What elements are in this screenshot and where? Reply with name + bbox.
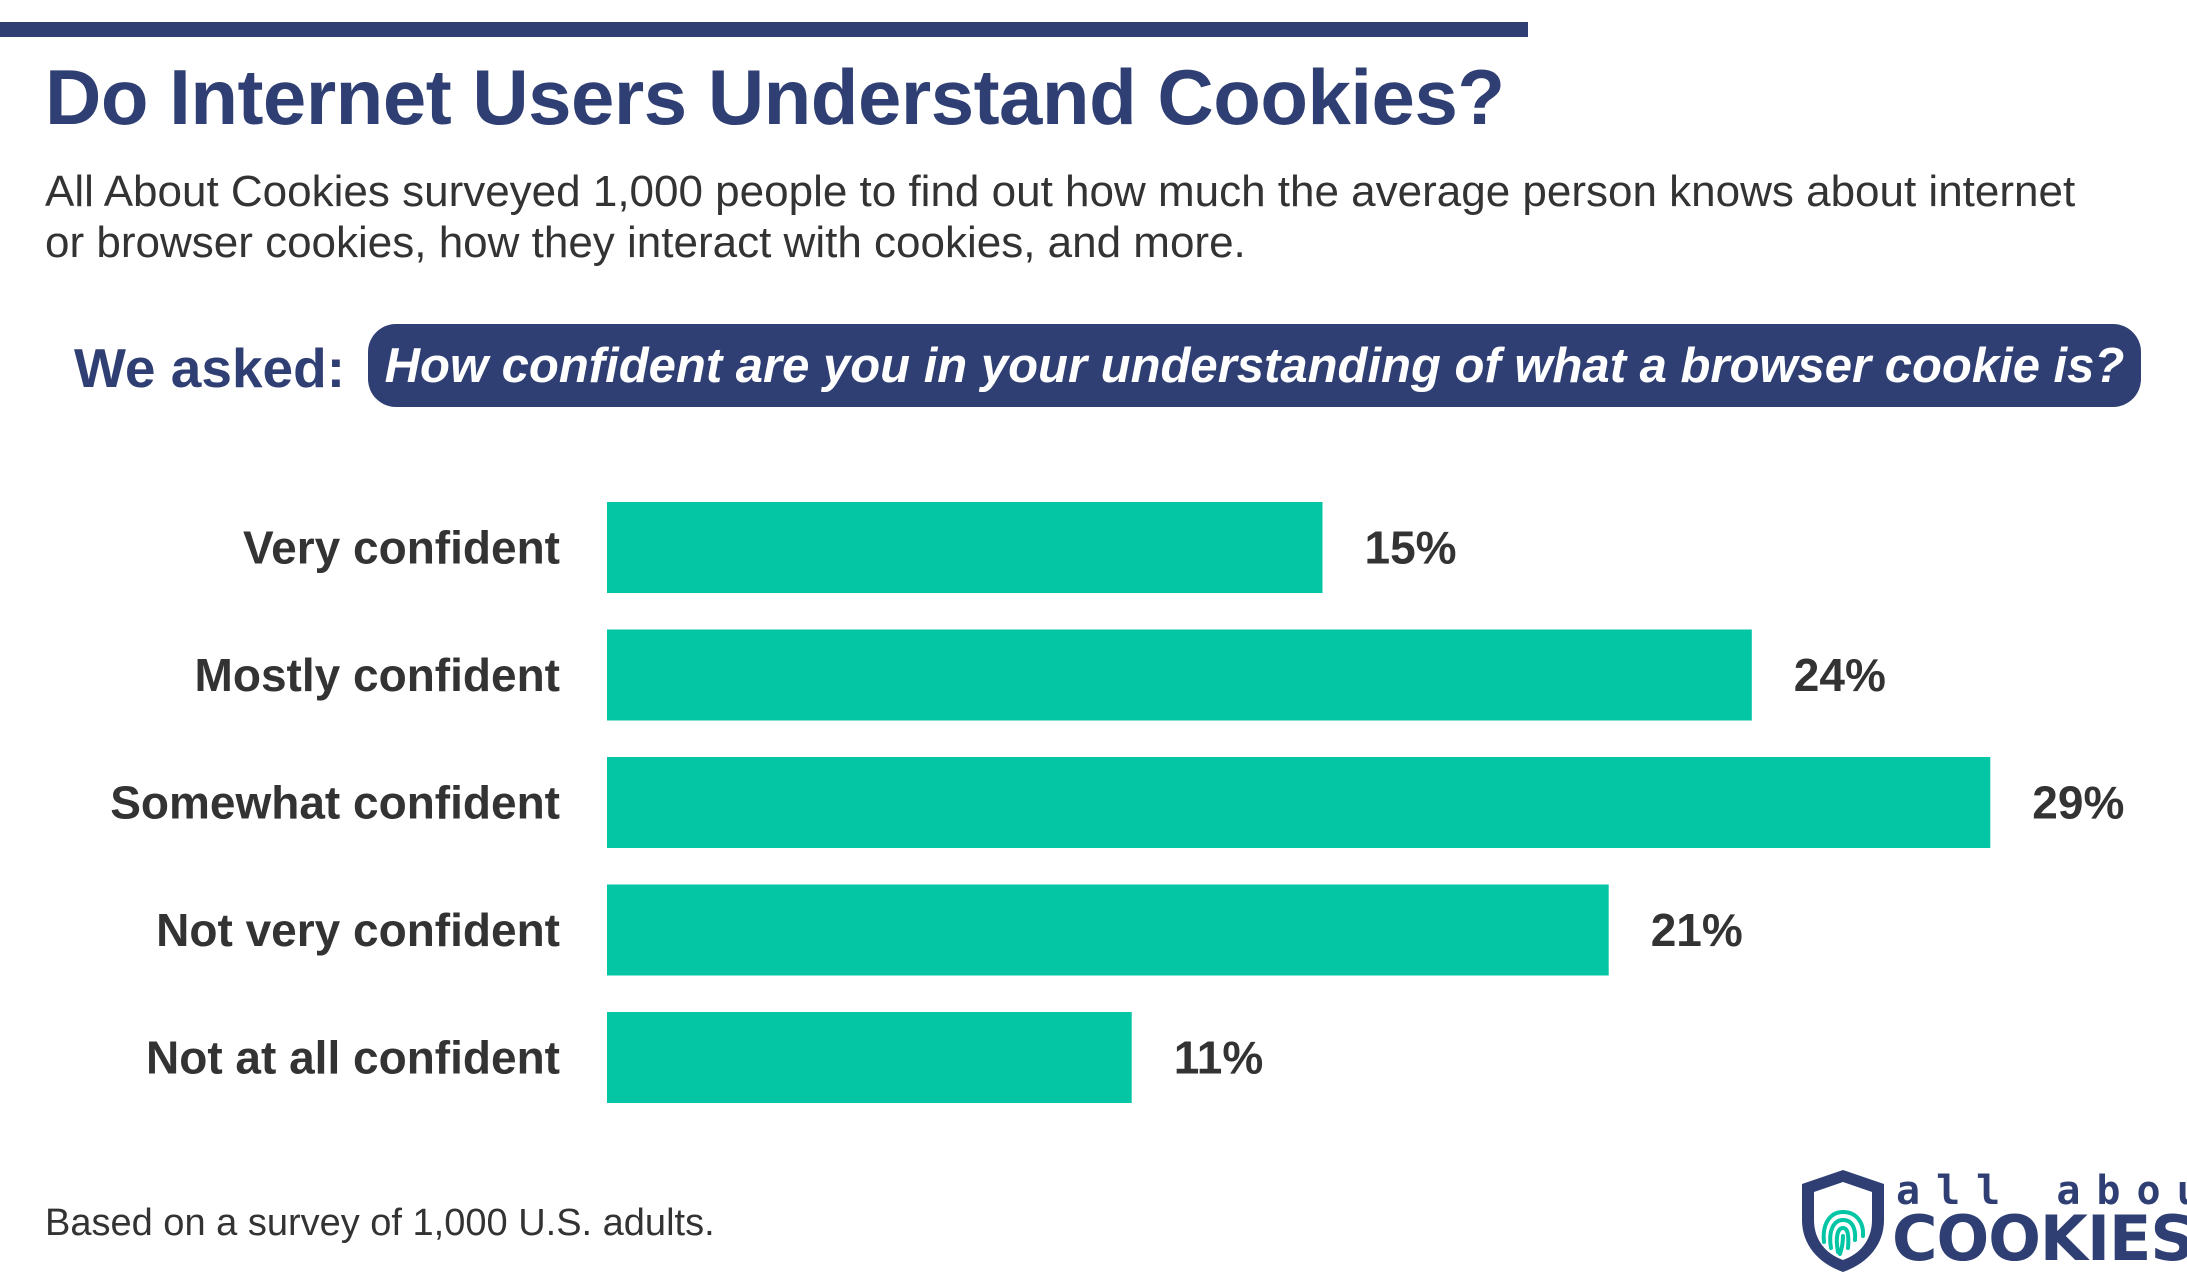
value-label: 29%	[2032, 777, 2124, 829]
bar-chart: Very confident 15% Mostly confident 24% Some…	[110, 502, 2124, 1103]
logo-text-big: COOKIES	[1892, 1202, 2187, 1275]
value-label: 11%	[1174, 1032, 1264, 1084]
top-rule	[0, 22, 1528, 37]
bar	[607, 884, 1609, 976]
category-label: Mostly confident	[195, 649, 560, 701]
shield-fingerprint-icon	[1802, 1170, 1884, 1272]
question-text: How confident are you in your understand…	[384, 338, 2125, 393]
question-pill: How confident are you in your understand…	[368, 324, 2141, 407]
value-label: 24%	[1794, 649, 1886, 701]
all-about-cookies-logo: all about COOKIES	[1800, 1168, 2187, 1278]
bar	[607, 757, 1991, 848]
bar	[607, 629, 1752, 721]
logo-text-small: all about	[1896, 1168, 2187, 1214]
question-label: We asked:	[74, 337, 346, 399]
value-label: 15%	[1365, 522, 1457, 574]
chart-title: Do Internet Users Understand Cookies?	[45, 53, 1505, 141]
category-label: Not at all confident	[146, 1032, 560, 1084]
bar	[607, 502, 1323, 593]
bar	[607, 1012, 1132, 1103]
category-label: Somewhat confident	[110, 777, 560, 829]
category-label: Very confident	[243, 522, 560, 574]
chart-subtitle: All About Cookies surveyed 1,000 people …	[45, 167, 2076, 267]
footnote: Based on a survey of 1,000 U.S. adults.	[45, 1202, 715, 1244]
value-label: 21%	[1651, 904, 1743, 956]
category-label: Not very confident	[156, 904, 560, 956]
